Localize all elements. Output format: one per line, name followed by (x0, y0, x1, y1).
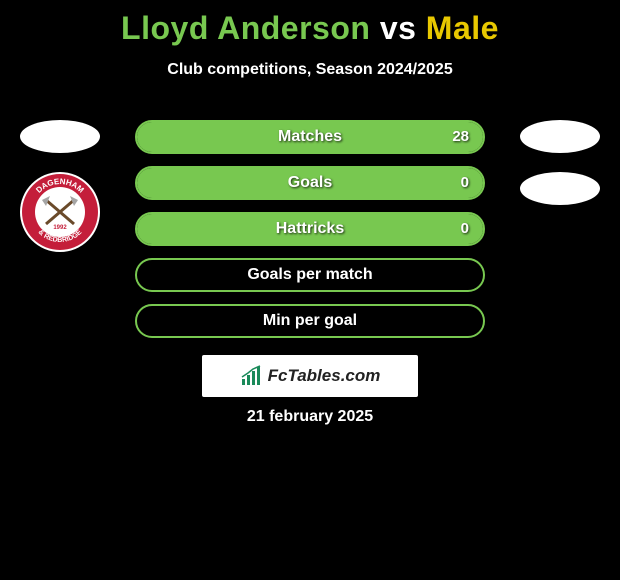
stat-bar-label: Matches (137, 122, 483, 152)
stat-bar: Min per goal (135, 304, 485, 338)
stat-bar-label: Min per goal (137, 306, 483, 336)
player1-avatar-placeholder (20, 120, 100, 153)
subtitle: Club competitions, Season 2024/2025 (0, 61, 620, 79)
stat-bar: Hattricks0 (135, 212, 485, 246)
date-label: 21 february 2025 (0, 408, 620, 426)
infographic-root: Lloyd Anderson vs Male Club competitions… (0, 0, 620, 580)
branding-icon (240, 365, 262, 387)
branding-badge: FcTables.com (202, 355, 418, 397)
stat-bar-value: 0 (461, 168, 469, 198)
player2-avatar-placeholder (520, 120, 600, 153)
stat-bar-value: 0 (461, 214, 469, 244)
stat-bar: Goals per match (135, 258, 485, 292)
stat-bars: Matches28Goals0Hattricks0Goals per match… (135, 120, 485, 350)
stat-bar: Goals0 (135, 166, 485, 200)
stat-bar-label: Goals (137, 168, 483, 198)
svg-text:1992: 1992 (53, 225, 67, 231)
stat-bar-label: Goals per match (137, 260, 483, 290)
club-badge: DAGENHAM & REDBRIDGE 1992 (20, 172, 100, 252)
stat-bar-value: 28 (452, 122, 469, 152)
page-title: Lloyd Anderson vs Male (0, 0, 620, 47)
vs-label: vs (370, 10, 425, 46)
player2-name: Male (426, 10, 499, 46)
player2-avatar-placeholder-2 (520, 172, 600, 205)
stat-bar-label: Hattricks (137, 214, 483, 244)
branding-text: FcTables.com (268, 366, 381, 386)
stat-bar: Matches28 (135, 120, 485, 154)
player1-name: Lloyd Anderson (121, 10, 370, 46)
